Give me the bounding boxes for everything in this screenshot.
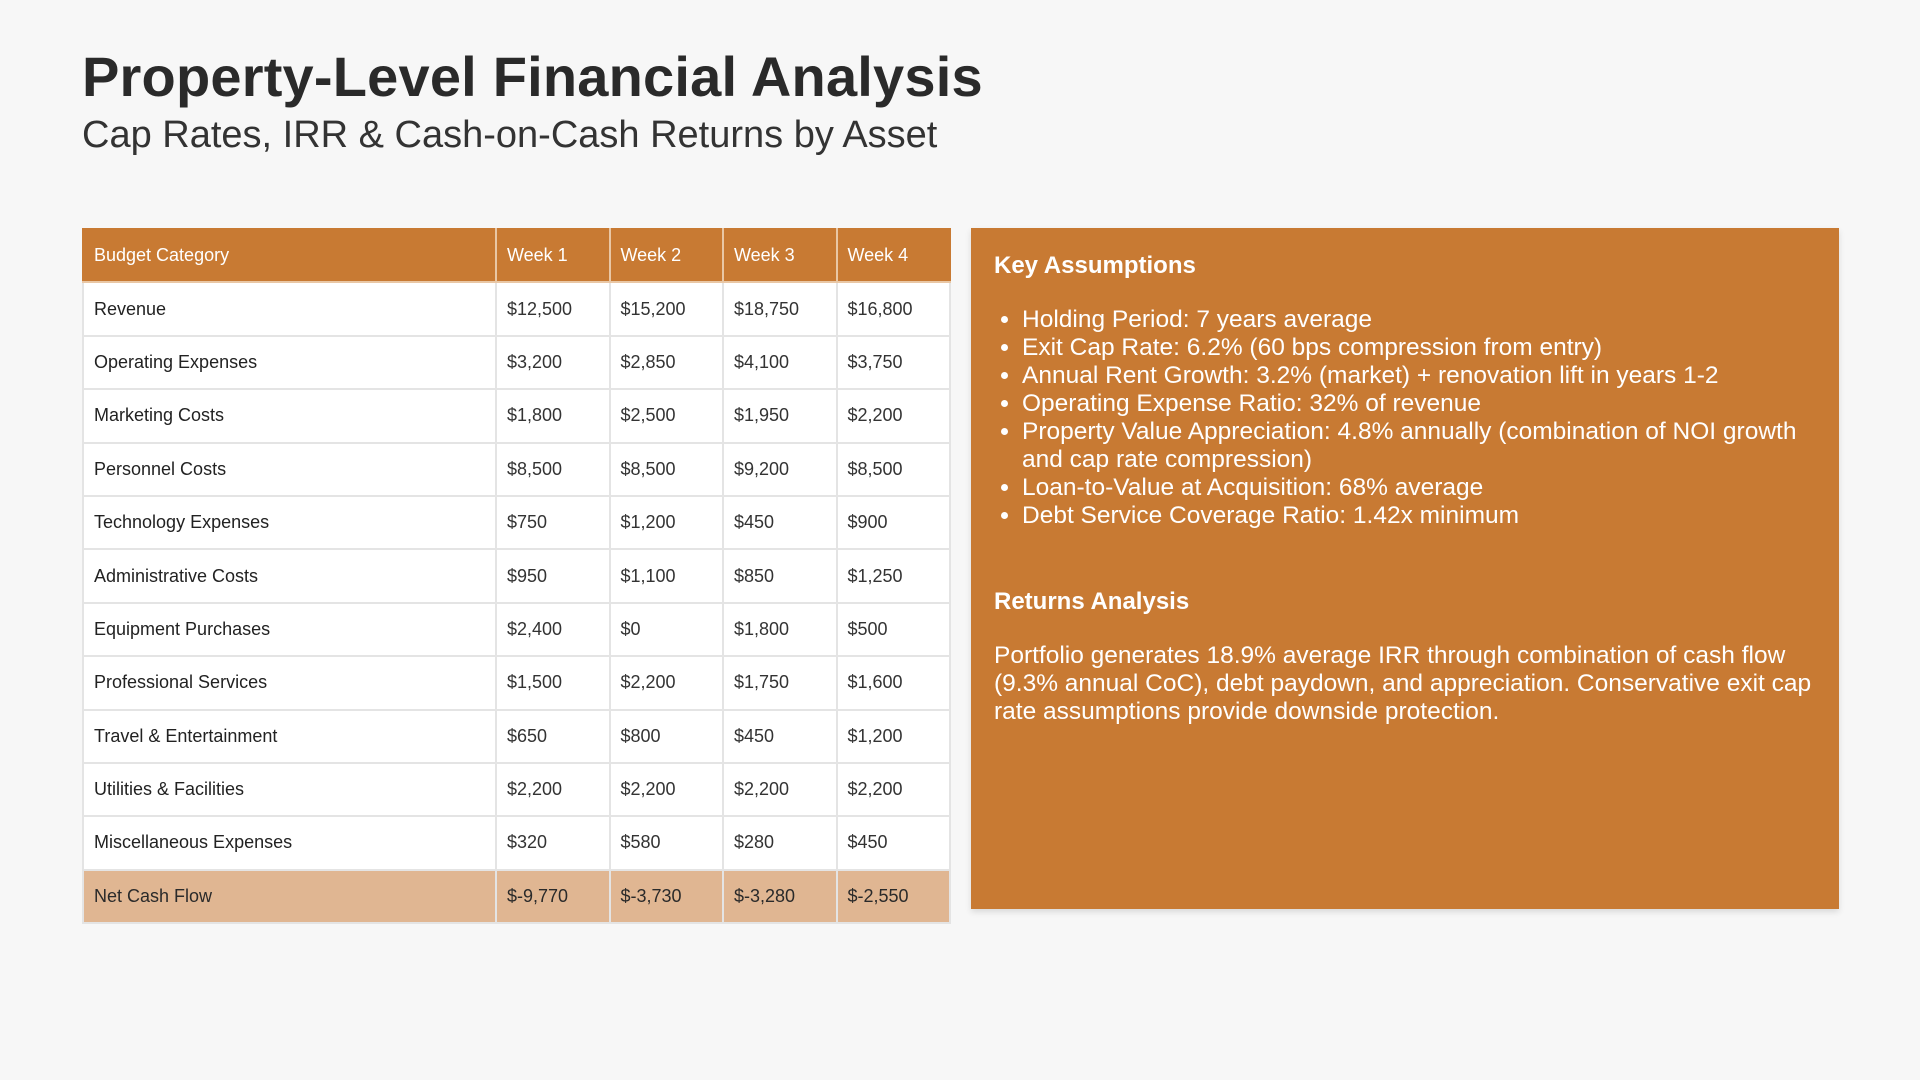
table-cell: $1,800	[722, 601, 838, 658]
table-cell: $320	[495, 815, 611, 871]
table-cell: $2,200	[608, 761, 724, 818]
table-cell: $12,500	[495, 281, 611, 337]
table-cell: $900	[835, 494, 951, 551]
table-cell: $1,200	[608, 494, 724, 551]
table-cell: $1,500	[495, 655, 611, 711]
page-subtitle: Cap Rates, IRR & Cash-on-Cash Returns by…	[82, 114, 938, 156]
row-label: Utilities & Facilities	[82, 761, 497, 818]
column-header-week-2: Week 2	[608, 227, 724, 284]
table-cell: $8,500	[608, 441, 724, 497]
table-cell: $1,250	[835, 548, 951, 604]
returns-analysis-heading: Returns Analysis	[994, 588, 1190, 615]
assumptions-list: Holding Period: 7 years average Exit Cap…	[994, 306, 1822, 530]
table-cell: $2,200	[608, 655, 724, 711]
table-row: Revenue $12,500 $15,200 $18,750 $16,800	[82, 281, 951, 337]
table-row: Professional Services $1,500 $2,200 $1,7…	[82, 655, 951, 711]
table-cell: $2,200	[722, 761, 838, 818]
total-row-label: Net Cash Flow	[82, 868, 497, 925]
assumptions-panel: Key Assumptions Holding Period: 7 years …	[971, 228, 1839, 909]
row-label: Travel & Entertainment	[82, 708, 497, 764]
table-row: Marketing Costs $1,800 $2,500 $1,950 $2,…	[82, 388, 951, 444]
table-cell: $280	[722, 815, 838, 871]
page-title: Property-Level Financial Analysis	[82, 45, 983, 108]
row-label: Administrative Costs	[82, 548, 497, 604]
returns-analysis-text: Portfolio generates 18.9% average IRR th…	[994, 642, 1812, 725]
table-cell: $450	[722, 494, 838, 551]
table-row: Equipment Purchases $2,400 $0 $1,800 $50…	[82, 601, 951, 658]
table-cell: $2,200	[835, 761, 951, 818]
total-cell: $-2,550	[835, 868, 951, 925]
table-row: Travel & Entertainment $650 $800 $450 $1…	[82, 708, 951, 764]
table-cell: $1,750	[722, 655, 838, 711]
table-cell: $450	[835, 815, 951, 871]
assumption-item: Annual Rent Growth: 3.2% (market) + reno…	[1022, 362, 1822, 390]
table-cell: $650	[495, 708, 611, 764]
row-label: Personnel Costs	[82, 441, 497, 497]
column-header-category: Budget Category	[82, 227, 497, 284]
key-assumptions-heading: Key Assumptions	[994, 252, 1196, 279]
total-row: Net Cash Flow $-9,770 $-3,730 $-3,280 $-…	[82, 868, 951, 925]
table-cell: $1,800	[495, 388, 611, 444]
budget-table: Budget Category Week 1 Week 2 Week 3 Wee…	[82, 227, 951, 925]
row-label: Revenue	[82, 281, 497, 337]
table-cell: $4,100	[722, 334, 838, 391]
table-cell: $800	[608, 708, 724, 764]
column-header-week-3: Week 3	[722, 227, 838, 284]
table-row: Administrative Costs $950 $1,100 $850 $1…	[82, 548, 951, 604]
table-row: Operating Expenses $3,200 $2,850 $4,100 …	[82, 334, 951, 391]
table-row: Miscellaneous Expenses $320 $580 $280 $4…	[82, 815, 951, 871]
budget-table-container: Budget Category Week 1 Week 2 Week 3 Wee…	[82, 227, 951, 925]
table-cell: $3,750	[835, 334, 951, 391]
table-cell: $500	[835, 601, 951, 658]
table-header-row: Budget Category Week 1 Week 2 Week 3 Wee…	[82, 227, 951, 284]
table-row: Personnel Costs $8,500 $8,500 $9,200 $8,…	[82, 441, 951, 497]
table-cell: $450	[722, 708, 838, 764]
table-cell: $1,200	[835, 708, 951, 764]
assumption-item: Debt Service Coverage Ratio: 1.42x minim…	[1022, 502, 1822, 530]
assumption-item: Property Value Appreciation: 4.8% annual…	[1022, 418, 1822, 474]
assumption-item: Loan-to-Value at Acquisition: 68% averag…	[1022, 474, 1822, 502]
table-cell: $2,200	[495, 761, 611, 818]
assumption-item: Operating Expense Ratio: 32% of revenue	[1022, 390, 1822, 418]
table-cell: $1,100	[608, 548, 724, 604]
row-label: Professional Services	[82, 655, 497, 711]
table-cell: $580	[608, 815, 724, 871]
table-cell: $1,950	[722, 388, 838, 444]
assumption-item: Exit Cap Rate: 6.2% (60 bps compression …	[1022, 334, 1822, 362]
table-cell: $850	[722, 548, 838, 604]
table-cell: $2,200	[835, 388, 951, 444]
assumption-item: Holding Period: 7 years average	[1022, 306, 1822, 334]
table-row: Technology Expenses $750 $1,200 $450 $90…	[82, 494, 951, 551]
table-cell: $3,200	[495, 334, 611, 391]
table-cell: $2,400	[495, 601, 611, 658]
column-header-week-1: Week 1	[495, 227, 611, 284]
column-header-week-4: Week 4	[835, 227, 951, 284]
row-label: Miscellaneous Expenses	[82, 815, 497, 871]
row-label: Technology Expenses	[82, 494, 497, 551]
table-cell: $18,750	[722, 281, 838, 337]
table-cell: $750	[495, 494, 611, 551]
table-cell: $16,800	[835, 281, 951, 337]
table-cell: $1,600	[835, 655, 951, 711]
table-row: Utilities & Facilities $2,200 $2,200 $2,…	[82, 761, 951, 818]
table-cell: $950	[495, 548, 611, 604]
row-label: Equipment Purchases	[82, 601, 497, 658]
table-cell: $15,200	[608, 281, 724, 337]
table-cell: $9,200	[722, 441, 838, 497]
table-cell: $8,500	[495, 441, 611, 497]
table-cell: $2,850	[608, 334, 724, 391]
total-cell: $-9,770	[495, 868, 611, 925]
table-cell: $0	[608, 601, 724, 658]
total-cell: $-3,280	[722, 868, 838, 925]
table-cell: $8,500	[835, 441, 951, 497]
row-label: Operating Expenses	[82, 334, 497, 391]
table-cell: $2,500	[608, 388, 724, 444]
total-cell: $-3,730	[608, 868, 724, 925]
row-label: Marketing Costs	[82, 388, 497, 444]
